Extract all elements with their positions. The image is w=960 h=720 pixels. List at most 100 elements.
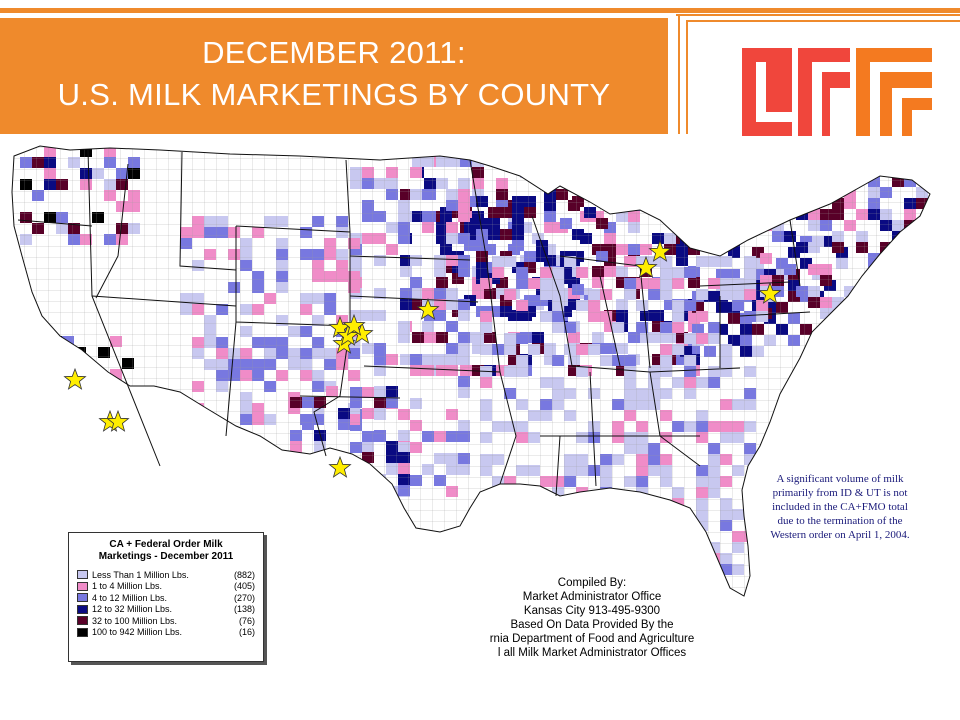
county-shade bbox=[14, 424, 26, 435]
county-shade bbox=[98, 391, 110, 402]
county-shade bbox=[14, 402, 26, 413]
deco-line-vertical-2 bbox=[686, 20, 688, 134]
county-shade bbox=[362, 474, 374, 485]
county-shade bbox=[492, 498, 504, 509]
county-shade bbox=[576, 542, 588, 553]
county-shade bbox=[664, 211, 676, 222]
legend-rows: Less Than 1 Million Lbs. (882) 1 to 4 Mi… bbox=[77, 569, 255, 638]
county-shade bbox=[696, 542, 708, 553]
county-shade bbox=[660, 520, 672, 531]
county-shade bbox=[564, 531, 576, 542]
county-shade bbox=[692, 236, 704, 247]
county-shade bbox=[892, 242, 904, 253]
county-shade bbox=[916, 286, 928, 297]
county-shade bbox=[824, 335, 836, 346]
county-shade bbox=[808, 187, 820, 198]
county-shade bbox=[836, 346, 848, 357]
star-icon bbox=[328, 455, 352, 478]
county-shade bbox=[326, 485, 338, 496]
legend-title-line-2: Marketings - December 2011 bbox=[98, 551, 234, 562]
county-shade bbox=[62, 402, 74, 413]
county-shade bbox=[628, 189, 640, 200]
county-shade bbox=[916, 275, 928, 286]
county-shade bbox=[14, 413, 26, 424]
county-shade bbox=[480, 564, 492, 575]
county-shade bbox=[14, 336, 26, 347]
county-shade bbox=[640, 156, 652, 167]
county-shade bbox=[98, 446, 110, 457]
county-shade bbox=[50, 512, 62, 523]
county-shade bbox=[326, 474, 338, 485]
map-svg bbox=[11, 145, 931, 633]
note-line: Western order on April 1, 2004. bbox=[770, 529, 910, 541]
county-shade bbox=[350, 463, 362, 474]
legend-swatch bbox=[77, 581, 88, 591]
data-exclusion-note: A significant volume of milk primarily f… bbox=[752, 472, 928, 542]
county-shade bbox=[904, 286, 916, 297]
county-shade bbox=[110, 402, 122, 413]
legend-count: (138) bbox=[233, 604, 255, 615]
county-shade bbox=[604, 178, 616, 189]
legend-count: (882) bbox=[233, 569, 255, 580]
county-shade bbox=[50, 589, 62, 596]
county-shade bbox=[616, 178, 628, 189]
county-shade bbox=[38, 424, 50, 435]
star-icon bbox=[63, 367, 87, 390]
county-shade bbox=[516, 520, 528, 531]
county-shade bbox=[26, 391, 38, 402]
county-shade bbox=[588, 542, 600, 553]
county-shade bbox=[26, 479, 38, 490]
county-shade bbox=[38, 336, 50, 347]
county-shade bbox=[892, 253, 904, 264]
county-shade bbox=[808, 198, 820, 209]
county-shade bbox=[616, 189, 628, 200]
county-shade bbox=[600, 564, 612, 575]
county-shade bbox=[592, 167, 604, 178]
county-shade bbox=[290, 452, 302, 463]
county-shade bbox=[892, 297, 904, 308]
county-shade bbox=[672, 553, 684, 564]
star-icon bbox=[342, 313, 366, 336]
county-shade bbox=[588, 531, 600, 542]
legend-swatch bbox=[77, 604, 88, 614]
county-shade bbox=[14, 578, 26, 589]
compiled-by-note: Compiled By: Market Administrator Office… bbox=[472, 576, 712, 660]
title-banner: DECEMBER 2011: U.S. MILK MARKETINGS BY C… bbox=[0, 18, 668, 134]
county-shade bbox=[516, 509, 528, 520]
county-shade bbox=[760, 209, 772, 220]
county-shade bbox=[38, 523, 50, 534]
county-shade bbox=[836, 324, 848, 335]
county-shade bbox=[916, 264, 928, 275]
county-shade bbox=[290, 474, 302, 485]
county-shade bbox=[122, 512, 134, 523]
note-line: primarily from ID & UT is not bbox=[772, 487, 908, 499]
legend-item: 12 to 32 Million Lbs. (138) bbox=[77, 604, 255, 616]
county-shade bbox=[14, 479, 26, 490]
compiled-line: Compiled By: bbox=[557, 577, 627, 589]
title-line-2: U.S. MILK MARKETINGS BY COUNTY bbox=[57, 77, 611, 112]
compiled-line: Kansas City 913-495-9300 bbox=[523, 605, 661, 617]
county-shade bbox=[38, 589, 50, 596]
county-shade bbox=[14, 435, 26, 446]
county-shade bbox=[660, 553, 672, 564]
county-shade bbox=[756, 564, 768, 575]
legend-label: 32 to 100 Million Lbs. bbox=[92, 615, 178, 626]
county-shade bbox=[38, 490, 50, 501]
star-icon bbox=[758, 281, 782, 304]
county-shade bbox=[200, 466, 230, 494]
county-shade bbox=[688, 189, 700, 200]
county-shade bbox=[302, 474, 314, 485]
county-shade bbox=[528, 542, 540, 553]
county-shade bbox=[14, 600, 26, 611]
compiled-line: Based On Data Provided By the bbox=[510, 619, 674, 631]
legend-label: 4 to 12 Million Lbs. bbox=[92, 592, 168, 603]
note-line: due to the termination of the bbox=[777, 515, 903, 527]
legend-count: (76) bbox=[238, 615, 255, 626]
county-shade bbox=[880, 286, 892, 297]
county-shade bbox=[676, 178, 688, 189]
county-shade bbox=[26, 512, 38, 523]
county-shade bbox=[532, 156, 544, 167]
county-shade bbox=[492, 509, 504, 520]
county-shade bbox=[832, 176, 844, 187]
county-shade bbox=[50, 622, 62, 633]
